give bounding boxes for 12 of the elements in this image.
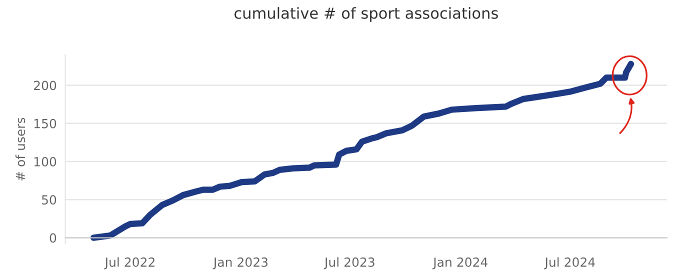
x-tick-label: Jul 2024 (544, 257, 595, 270)
y-tick-label: 0 (50, 233, 56, 243)
x-tick-label: Jul 2022 (104, 257, 154, 270)
y-tick-label: 150 (34, 118, 56, 128)
x-tick-label: Jan 2024 (432, 257, 488, 270)
x-tick-label: Jul 2023 (324, 257, 374, 270)
y-tick-label: 100 (34, 157, 56, 166)
y-tick-label: 200 (34, 80, 56, 90)
y-axis-title: # of users (15, 118, 26, 180)
x-tick-label: Jan 2023 (212, 257, 268, 270)
y-tick-label: 50 (42, 195, 56, 205)
chart-title: cumulative # of sport associations (234, 7, 498, 22)
